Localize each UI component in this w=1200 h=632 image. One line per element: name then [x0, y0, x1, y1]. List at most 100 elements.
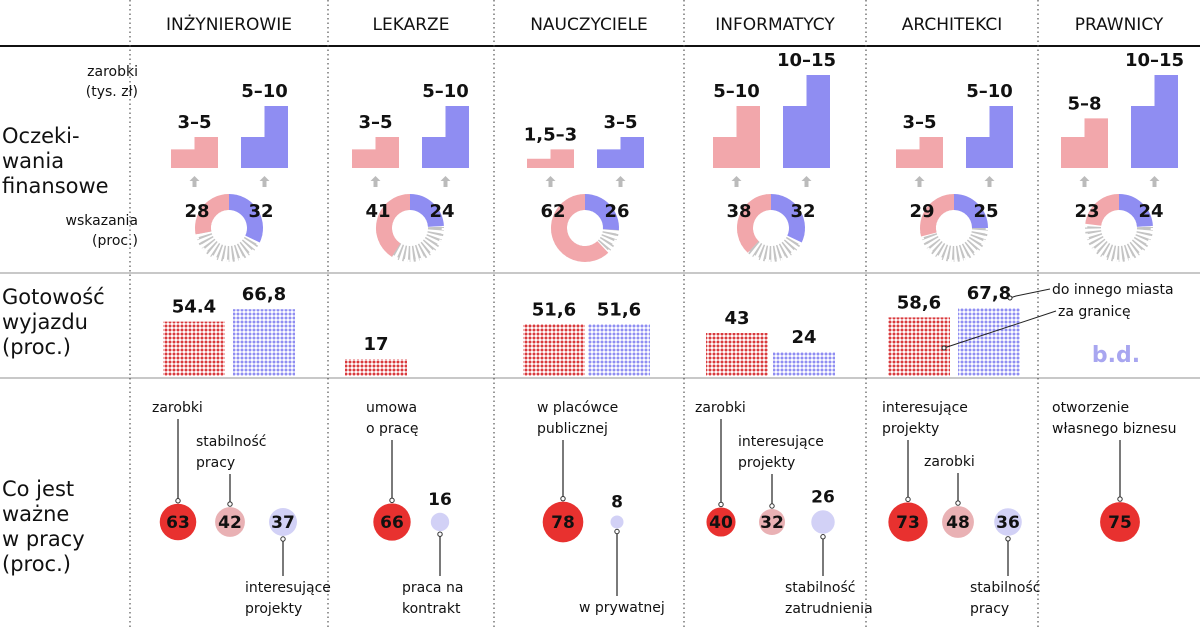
mobility-label-abroad: 51,6	[597, 299, 641, 320]
donut-share-current	[551, 194, 609, 262]
finance-row-label: finansowe	[2, 174, 109, 198]
donut-share-current	[1085, 194, 1120, 227]
grid-lines	[0, 45, 1200, 379]
leader-dot	[1005, 536, 1011, 542]
leader-dot	[560, 495, 566, 502]
importance-bubble	[269, 508, 297, 536]
arrow-up-icon	[545, 176, 556, 187]
profession-header: NAUCZYCIELE	[530, 15, 648, 35]
importance-label: stabilność zatrudnienia	[785, 580, 873, 617]
salary-bar-expected	[241, 106, 288, 168]
salary-label: 3–5	[177, 112, 211, 133]
donut-share-current	[737, 194, 772, 253]
salary-label: 3–5	[358, 112, 392, 133]
importance-label: otworzenie własnego biznesu	[1052, 400, 1176, 437]
donut-remainder-dots	[375, 193, 445, 263]
share-label-current: 29	[909, 201, 934, 222]
row-labels: zarobki (tys. zł) Oczeki- wania finansow…	[2, 64, 138, 576]
arrow-up-icon	[914, 176, 925, 187]
importance-label-line: zarobki	[924, 454, 975, 470]
importance-value: 66	[380, 513, 404, 533]
arrow-up-icon	[984, 176, 995, 187]
mobility-bar-city	[706, 333, 768, 376]
salary-label: 1,5–3	[524, 124, 577, 145]
salary-bar-expected	[422, 106, 469, 168]
importance-value: 42	[218, 513, 242, 533]
no-data-label: b.d.	[1092, 343, 1140, 368]
finance-row-label: Oczeki-	[2, 124, 80, 148]
share-label-current: 62	[540, 201, 565, 222]
importance-bubble	[215, 507, 245, 537]
leader-dot	[389, 497, 395, 504]
importance-item: praca na kontrakt 16	[402, 490, 463, 617]
leader-dot	[614, 528, 620, 535]
salary-label: 5–10	[713, 81, 760, 102]
salary-unit-label: zarobki	[87, 64, 138, 80]
importance-label: stabilność pracy	[196, 434, 266, 471]
mobility-row-label: wyjazdu	[2, 310, 88, 334]
importance-item: w prywatnej 8	[579, 492, 665, 616]
salary-bar-expected	[1131, 75, 1178, 168]
importance-label-line: interesujące	[245, 580, 331, 596]
arrow-up-icon	[731, 176, 742, 187]
profession-header: INFORMATYCY	[715, 15, 835, 35]
importance-bubble	[610, 515, 624, 529]
importance-value: 48	[946, 513, 970, 533]
arrow-up-icon	[801, 176, 812, 187]
importance-label-line: projekty	[245, 601, 302, 617]
importance-bubble	[542, 501, 584, 543]
important-row-label: Co jest	[2, 477, 74, 501]
mobility-bar-city	[888, 317, 950, 376]
importance-label-line: własnego biznesu	[1052, 421, 1176, 437]
salary-bar-expected	[597, 137, 644, 168]
arrow-up-icon	[1079, 176, 1090, 187]
importance-label-line: praca na	[402, 580, 463, 596]
salary-unit-label: (tys. zł)	[86, 84, 138, 100]
importance-label-line: projekty	[738, 455, 795, 471]
importance-label-line: otworzenie	[1052, 400, 1129, 416]
donut-share-expected	[953, 194, 988, 229]
share-label-current: 23	[1074, 201, 1099, 222]
importance-label-line: o pracę	[366, 421, 419, 437]
arrow-up-icon	[259, 176, 270, 187]
importance-label-line: publicznej	[537, 421, 608, 437]
importance-label-line: stabilność	[196, 434, 266, 450]
leader-dot	[769, 503, 775, 509]
importance-item: interesujące projekty 73	[882, 400, 968, 542]
mobility-bar-city	[523, 324, 585, 376]
mobility-bar-abroad	[233, 309, 295, 376]
importance-value: 75	[1108, 513, 1132, 533]
profession-column: INŻYNIEROWIE 3–5 5–10 28 32 54.4 66,8 zarobki 63…	[129, 0, 331, 628]
mobility-bar-abroad	[773, 352, 835, 376]
donut-share-current	[195, 194, 230, 235]
salary-label: 10–15	[777, 50, 836, 71]
importance-label: umowa o pracę	[366, 400, 419, 437]
importance-item: zarobki 48	[924, 454, 975, 538]
finance-row-label: wania	[2, 149, 64, 173]
legend-leader-dot	[1007, 295, 1013, 301]
leader-dot	[820, 534, 826, 540]
salary-label: 3–5	[902, 112, 936, 133]
profession-header: LEKARZE	[373, 15, 450, 35]
importance-bubble	[994, 508, 1022, 536]
mobility-row-label: Gotowość	[2, 285, 105, 309]
donut-share-current	[376, 194, 411, 257]
mobility-legend: do innego miasta za granicę	[941, 282, 1174, 351]
mobility-label-city: 54.4	[172, 297, 216, 318]
importance-label: praca na kontrakt	[402, 580, 463, 617]
mobility-label-abroad: 67,8	[967, 283, 1011, 304]
importance-label: interesujące projekty	[738, 434, 824, 471]
importance-value: 16	[428, 490, 452, 510]
share-label-expected: 24	[429, 201, 454, 222]
share-label-expected: 32	[790, 201, 815, 222]
profession-header: INŻYNIEROWIE	[166, 14, 292, 35]
salary-label: 5–10	[241, 81, 288, 102]
donut-share-expected	[228, 194, 263, 243]
profession-column: ARCHITEKCI 3–5 5–10 29 25 58,6 67,8 interesując…	[865, 0, 1040, 628]
donut-share-expected	[1118, 194, 1153, 228]
importance-bubble	[1100, 502, 1140, 542]
importance-label-line: zatrudnienia	[785, 601, 873, 617]
salary-bar-current	[1061, 118, 1108, 168]
leader-dot	[905, 496, 911, 503]
